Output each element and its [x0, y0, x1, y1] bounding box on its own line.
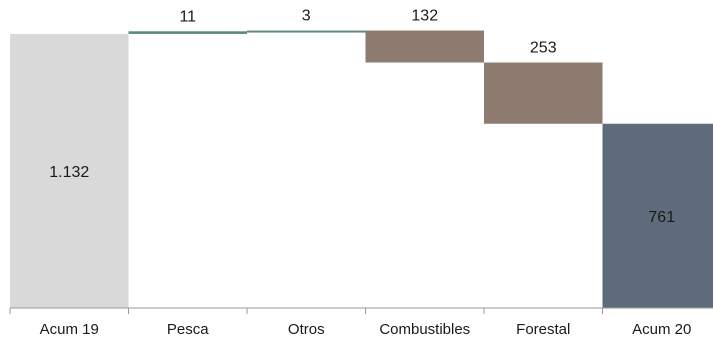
x-tick-label-otros: Otros	[288, 321, 325, 338]
bar-forestal	[484, 62, 603, 124]
data-labels-layer: 1.132 11 3 132 253 761	[49, 8, 675, 226]
data-label-forestal: 253	[530, 40, 557, 57]
bar-otros	[247, 30, 366, 33]
data-label-otros: 3	[302, 8, 311, 25]
data-label-acum-19: 1.132	[49, 164, 89, 181]
x-tick-label-forestal: Forestal	[516, 321, 570, 338]
data-label-pesca: 11	[179, 8, 196, 25]
x-axis: Acum 19 Pesca Otros Combustibles Forestal Acu…	[9, 307, 713, 338]
x-tick-label-acum-20: Acum 20	[632, 321, 691, 338]
bar-pesca	[128, 31, 247, 34]
data-label-acum-20: 761	[648, 209, 675, 226]
x-tick-label-combustibles: Combustibles	[379, 321, 470, 338]
bar-acum-19	[10, 33, 129, 308]
data-label-combustibles: 132	[411, 8, 438, 25]
bar-combustibles	[365, 30, 484, 63]
x-tick-label-acum-19: Acum 19	[40, 321, 99, 338]
bars-layer	[10, 30, 713, 308]
x-tick-label-pesca: Pesca	[167, 321, 209, 338]
bar-acum-20	[602, 123, 713, 308]
